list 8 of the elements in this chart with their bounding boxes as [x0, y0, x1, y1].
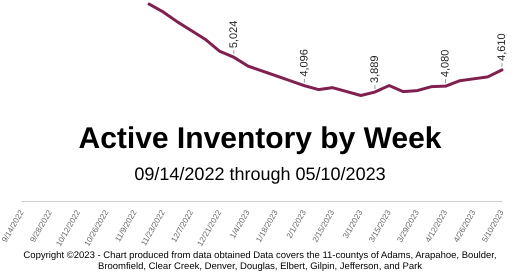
data-label: 4,080 — [440, 50, 452, 78]
data-label: 3,889 — [368, 56, 381, 84]
text: Copyright ©2023 - Chart produced from data obtained Data covers the 11-countys of Adams, Arapahoe, Boulder, Broomfield, Clear Creek, Denver, Douglas, Elbert, Gilpin, Jefferson, and Park — [22, 250, 498, 272]
text: 09/14/2022 through 05/10/2023 — [133, 164, 387, 185]
data-label: 4,610 — [496, 33, 508, 61]
text: Active Inventory by Week — [78, 122, 442, 156]
data-label: 4,096 — [298, 49, 310, 77]
data-label: 5,024 — [228, 20, 240, 48]
